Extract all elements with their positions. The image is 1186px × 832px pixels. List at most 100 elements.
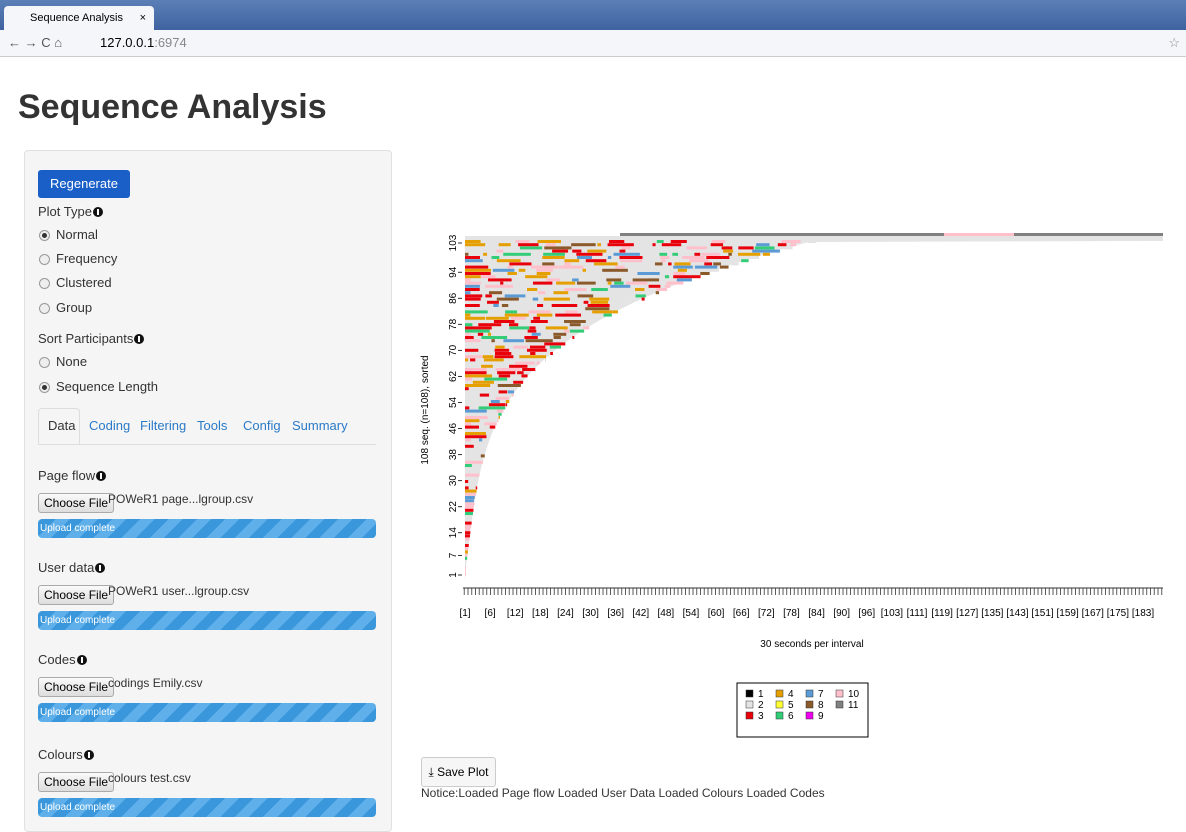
sequence-cell xyxy=(465,253,468,256)
info-icon[interactable] xyxy=(134,334,144,344)
sequence-cell xyxy=(559,266,583,269)
choose-file-button[interactable]: Choose File xyxy=(38,493,114,513)
sequence-cell xyxy=(518,243,538,246)
info-icon[interactable] xyxy=(77,655,87,665)
sequence-cell xyxy=(465,490,477,493)
sequence-cell xyxy=(700,272,709,275)
radio-button[interactable] xyxy=(39,230,50,241)
sequence-cell xyxy=(677,278,692,281)
notice: Notice:Loaded Page flow Loaded User Data… xyxy=(421,786,825,800)
radio-button[interactable] xyxy=(39,382,50,393)
sequence-cell xyxy=(756,243,769,246)
sequence-cell xyxy=(604,314,612,317)
radio-label: None xyxy=(56,354,87,369)
sequence-cell xyxy=(627,275,647,278)
sequence-cell xyxy=(522,368,535,371)
sequence-cell xyxy=(465,406,469,409)
sequence-cell xyxy=(545,243,551,246)
sequence-cell xyxy=(499,243,511,246)
sequence-cell xyxy=(564,320,586,323)
sequence-cell xyxy=(639,266,658,269)
x-tick-label: [1] xyxy=(459,608,470,619)
save-label: Save Plot xyxy=(437,765,488,779)
sequence-cell xyxy=(498,384,521,387)
sequence-cell xyxy=(484,422,497,425)
sequence-cell xyxy=(499,390,508,393)
sequence-cell xyxy=(672,253,678,256)
sequence-cell xyxy=(495,246,518,249)
sequence-cell xyxy=(604,275,620,278)
info-icon[interactable] xyxy=(84,750,94,760)
sequence-cell xyxy=(591,301,608,304)
sequence-cell xyxy=(537,304,543,307)
sequence-cell xyxy=(606,278,621,281)
sequence-cell xyxy=(470,358,475,361)
sequence-cell xyxy=(518,256,533,259)
tab-item[interactable]: Config xyxy=(243,418,281,433)
y-tick-label: 54 xyxy=(448,396,459,408)
sequence-cell xyxy=(509,365,527,368)
save-plot-button[interactable]: ⤓ Save Plot xyxy=(421,757,496,787)
sequence-cell xyxy=(632,240,650,243)
sequence-cell xyxy=(701,269,719,272)
radio-button[interactable] xyxy=(39,303,50,314)
tab-close[interactable]: × xyxy=(140,6,146,30)
upload-progress: Upload complete xyxy=(38,611,376,630)
sequence-cell xyxy=(526,339,553,342)
info-icon[interactable] xyxy=(93,207,103,217)
sequence-cell xyxy=(485,294,492,297)
sequence-cell xyxy=(608,256,611,259)
browser-tab[interactable]: Sequence Analysis × xyxy=(4,6,154,30)
sequence-cell xyxy=(723,250,733,253)
sequence-cell xyxy=(465,282,481,285)
sequence-cell xyxy=(642,298,645,301)
sequence-cell xyxy=(465,278,471,281)
sequence-cell xyxy=(480,394,489,397)
sequence-cell xyxy=(521,374,527,377)
sequence-cell xyxy=(481,275,495,278)
sequence-cell xyxy=(673,275,700,278)
radio-button[interactable] xyxy=(39,357,50,368)
sequence-cell xyxy=(527,349,547,352)
sequence-cell xyxy=(577,256,592,259)
radio-label: Clustered xyxy=(56,275,112,290)
sequence-cell xyxy=(465,550,468,553)
tab-title: Sequence Analysis xyxy=(30,12,123,24)
sequence-cell xyxy=(499,288,521,291)
x-tick-label: [66] xyxy=(733,608,750,619)
sequence-cell xyxy=(554,336,561,339)
sequence-cell xyxy=(565,310,578,313)
bookmark-star[interactable]: ☆ xyxy=(1168,30,1180,56)
sequence-cell xyxy=(584,301,589,304)
y-tick-label: 70 xyxy=(448,344,459,356)
sequence-cell xyxy=(615,266,625,269)
y-tick-label: 38 xyxy=(448,449,459,461)
sequence-cell xyxy=(577,282,596,285)
sequence-cell xyxy=(656,269,662,272)
sequence-cell xyxy=(465,493,476,496)
tab-item[interactable]: Summary xyxy=(292,418,348,433)
sequence-cell xyxy=(465,371,487,374)
url[interactable]: 127.0.0.1:6974 xyxy=(100,30,187,56)
choose-file-button[interactable]: Choose File xyxy=(38,585,114,605)
sequence-cell xyxy=(583,269,586,272)
nav-buttons[interactable]: ← → C ⌂ xyxy=(8,30,62,56)
tab-item[interactable]: Coding xyxy=(89,418,130,433)
sequence-cell xyxy=(465,243,485,246)
tab-item[interactable]: Filtering xyxy=(140,418,186,433)
x-tick-label: [151] xyxy=(1031,608,1053,619)
choose-file-button[interactable]: Choose File xyxy=(38,677,114,697)
info-icon[interactable] xyxy=(96,471,106,481)
radio-button[interactable] xyxy=(39,254,50,265)
sequence-cell xyxy=(465,435,486,438)
sequence-cell xyxy=(479,406,506,409)
legend-swatch xyxy=(806,701,813,708)
sequence-cell xyxy=(496,397,509,400)
choose-file-button[interactable]: Choose File xyxy=(38,772,114,792)
radio-button[interactable] xyxy=(39,278,50,289)
info-icon[interactable] xyxy=(95,563,105,573)
label-text: User data xyxy=(38,560,94,575)
regenerate-button[interactable]: Regenerate plot xyxy=(38,170,130,198)
x-tick-label: [183] xyxy=(1132,608,1154,619)
tab-item[interactable]: Tools xyxy=(197,418,227,433)
